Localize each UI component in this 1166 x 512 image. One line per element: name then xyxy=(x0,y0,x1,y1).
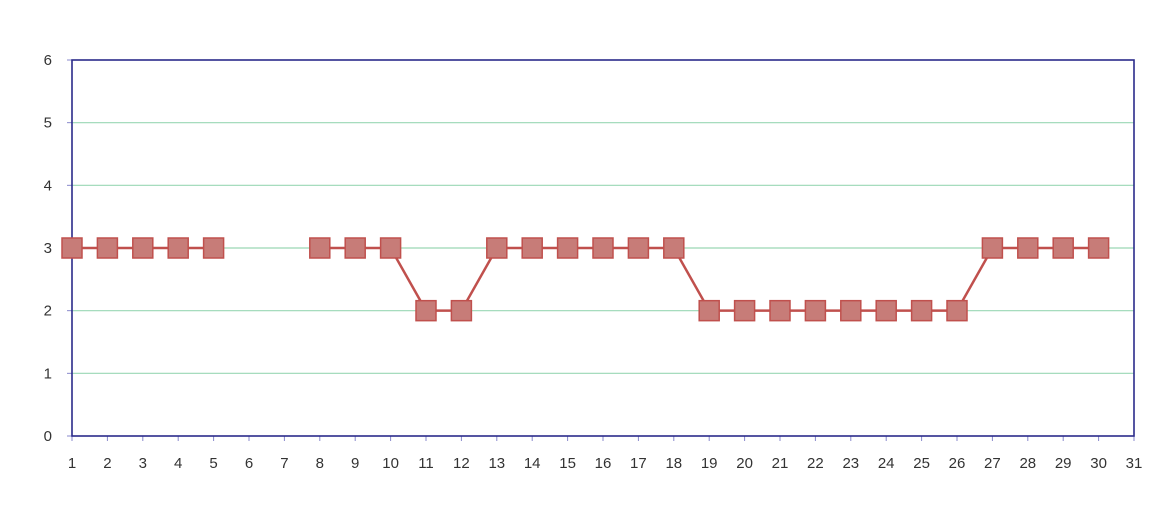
y-tick-label-5: 5 xyxy=(44,115,52,132)
data-point-16 xyxy=(592,237,614,259)
x-tick-label-28: 28 xyxy=(1019,455,1036,472)
x-tick-label-7: 7 xyxy=(280,455,288,472)
y-tick-label-0: 0 xyxy=(44,428,52,445)
data-point-14 xyxy=(521,237,543,259)
data-point-3 xyxy=(132,237,154,259)
data-point-21 xyxy=(769,299,791,322)
x-tick-label-30: 30 xyxy=(1090,455,1107,472)
x-tick-label-1: 1 xyxy=(68,455,76,472)
data-point-17 xyxy=(627,237,650,259)
data-point-4 xyxy=(167,237,189,259)
x-tick-label-6: 6 xyxy=(245,455,253,472)
data-point-2 xyxy=(96,237,119,259)
x-tick-label-22: 22 xyxy=(807,455,824,472)
x-tick-label-13: 13 xyxy=(488,455,505,472)
x-tick-label-25: 25 xyxy=(913,455,930,472)
data-point-9 xyxy=(344,237,366,259)
y-tick-label-4: 4 xyxy=(44,177,52,194)
data-point-24 xyxy=(875,299,897,322)
data-point-8 xyxy=(309,237,331,259)
data-point-27 xyxy=(981,237,1004,259)
x-tick-label-9: 9 xyxy=(351,455,359,472)
x-tick-label-26: 26 xyxy=(949,455,966,472)
data-point-15 xyxy=(556,237,579,259)
y-tick-label-2: 2 xyxy=(44,303,52,320)
data-point-29 xyxy=(1052,237,1074,259)
data-point-11 xyxy=(415,299,437,322)
x-tick-label-2: 2 xyxy=(103,455,111,472)
x-tick-label-10: 10 xyxy=(382,455,399,472)
x-tick-label-21: 21 xyxy=(772,455,789,472)
y-tick-label-6: 6 xyxy=(44,52,52,69)
series-layer xyxy=(61,237,1110,322)
x-tick-label-18: 18 xyxy=(665,455,682,472)
x-tick-label-12: 12 xyxy=(453,455,470,472)
data-point-5 xyxy=(202,237,225,259)
data-point-12 xyxy=(450,299,473,322)
data-point-18 xyxy=(663,237,685,259)
x-tick-label-31: 31 xyxy=(1126,455,1143,472)
x-tick-label-8: 8 xyxy=(316,455,324,472)
data-point-28 xyxy=(1017,237,1039,259)
data-point-10 xyxy=(379,237,402,259)
x-tick-label-16: 16 xyxy=(595,455,612,472)
data-point-13 xyxy=(486,237,508,259)
x-tick-label-24: 24 xyxy=(878,455,895,472)
data-point-30 xyxy=(1087,237,1110,259)
data-point-20 xyxy=(733,299,756,322)
data-point-19 xyxy=(698,299,720,322)
x-tick-label-27: 27 xyxy=(984,455,1001,472)
x-tick-label-23: 23 xyxy=(842,455,859,472)
x-tick-label-15: 15 xyxy=(559,455,576,472)
x-tick-label-3: 3 xyxy=(139,455,147,472)
x-tick-label-5: 5 xyxy=(209,455,217,472)
x-tick-label-4: 4 xyxy=(174,455,182,472)
data-point-26 xyxy=(946,299,968,322)
y-tick-label-1: 1 xyxy=(44,365,52,382)
x-tick-label-19: 19 xyxy=(701,455,718,472)
x-tick-label-29: 29 xyxy=(1055,455,1072,472)
x-tick-label-17: 17 xyxy=(630,455,647,472)
x-tick-label-20: 20 xyxy=(736,455,753,472)
data-point-23 xyxy=(840,299,862,322)
data-point-22 xyxy=(804,299,827,322)
x-tick-label-14: 14 xyxy=(524,455,541,472)
x-axis-tick-labels: 1 2 3 4 5 6 7 8 9 10 11 12 13 14 15 16 17 18 19 20 21 22 23 24 2… xyxy=(68,455,1143,472)
data-point-25 xyxy=(910,299,933,322)
data-point-1 xyxy=(61,237,83,259)
y-axis-tick-labels: 0 1 2 3 4 5 6 xyxy=(44,52,52,445)
y-tick-label-3: 3 xyxy=(44,240,52,257)
x-tick-label-11: 11 xyxy=(418,455,434,472)
